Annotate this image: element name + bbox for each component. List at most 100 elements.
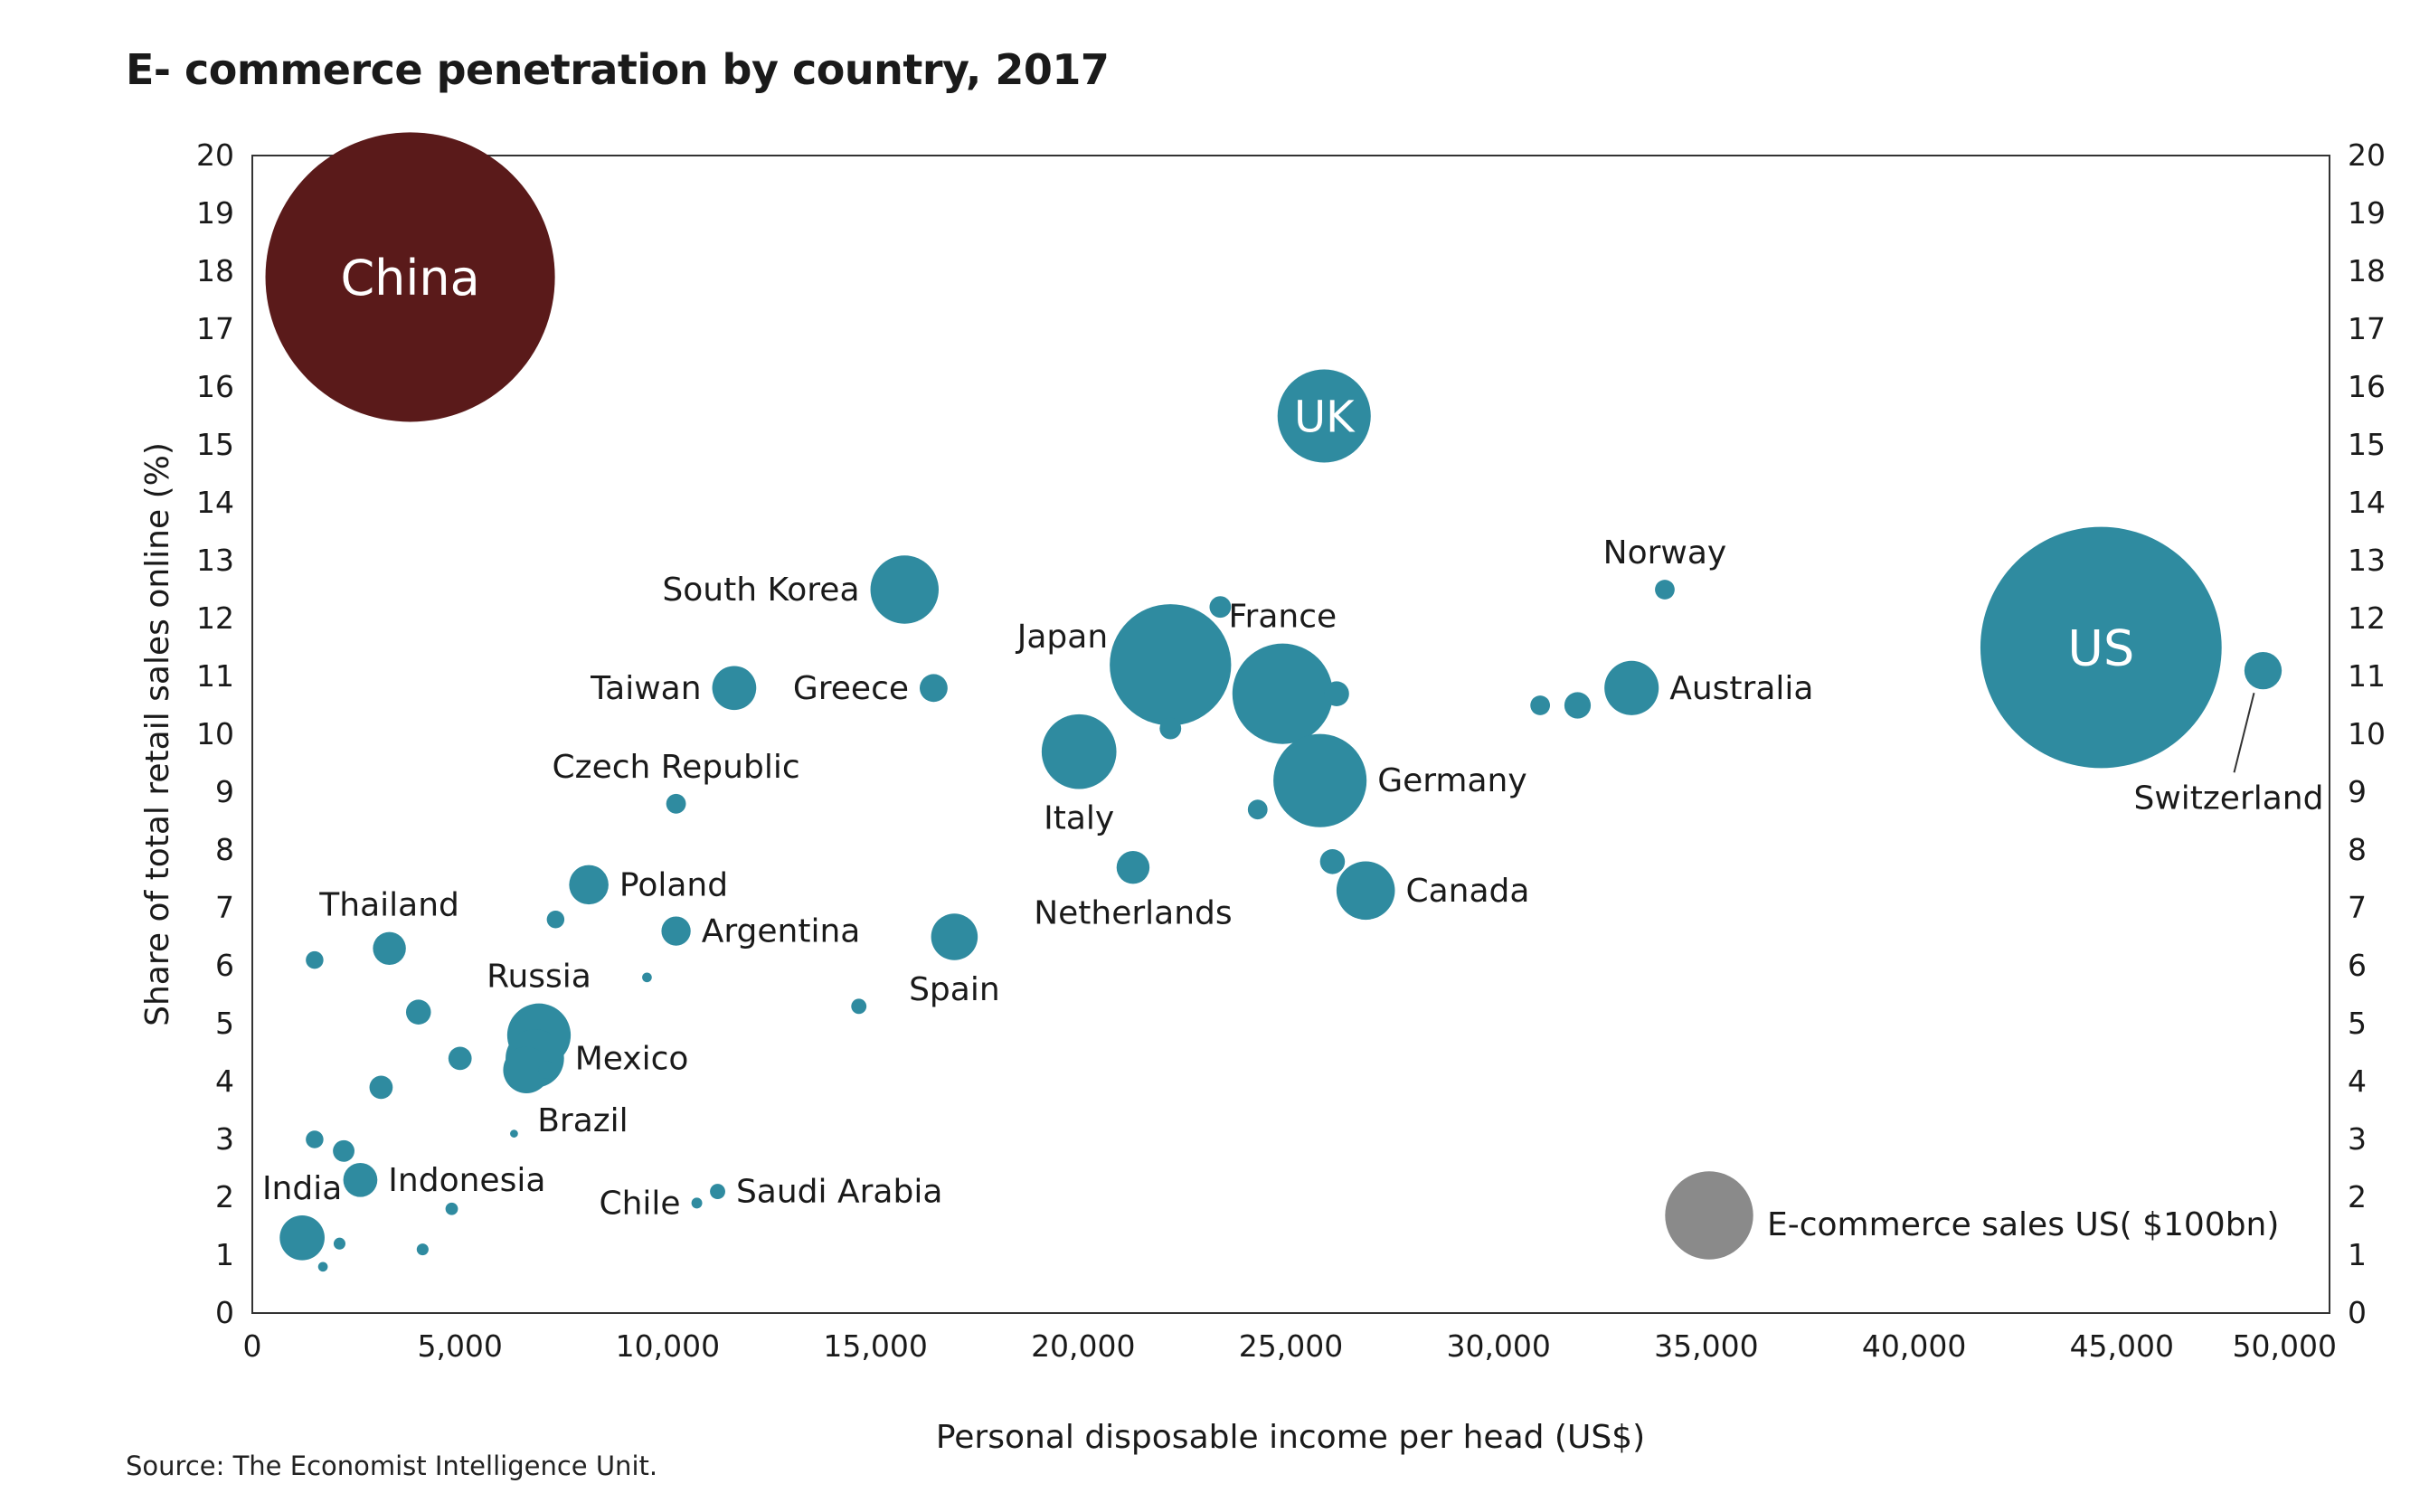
bubble-unlabeled xyxy=(317,1262,328,1272)
bubble-label-mexico: Mexico xyxy=(575,1040,689,1077)
bubble-italy xyxy=(1041,713,1117,789)
x-tick-label: 5,000 xyxy=(417,1328,502,1364)
bubble-japan xyxy=(1110,604,1232,726)
bubble-south-korea xyxy=(870,555,939,624)
x-tick-label: 35,000 xyxy=(1654,1328,1758,1364)
y-tick-label-right: 6 xyxy=(2348,948,2367,983)
bubble-label-uk: UK xyxy=(1294,392,1356,442)
leader-line-switzerland xyxy=(2233,693,2255,773)
y-tick-label-left: 13 xyxy=(196,543,234,578)
bubble-label-netherlands: Netherlands xyxy=(1034,894,1232,931)
bubble-unlabeled xyxy=(448,1046,472,1071)
bubble-label-south-korea: South Korea xyxy=(662,572,859,609)
y-tick-label-right: 1 xyxy=(2348,1237,2367,1272)
x-tick-label: 10,000 xyxy=(616,1328,720,1364)
y-tick-label-right: 20 xyxy=(2348,137,2386,173)
bubble-unlabeled xyxy=(1159,717,1182,740)
y-tick-label-left: 7 xyxy=(215,890,234,925)
bubble-us xyxy=(1980,526,2222,769)
y-tick-label-left: 14 xyxy=(196,485,234,520)
bubble-label-taiwan: Taiwan xyxy=(590,670,701,707)
y-tick-label-left: 1 xyxy=(215,1237,234,1272)
bubble-label-australia: Australia xyxy=(1669,670,1813,707)
legend-label: E-commerce sales US( $100bn) xyxy=(1767,1206,2279,1243)
bubble-label-saudi-arabia: Saudi Arabia xyxy=(736,1174,942,1211)
bubble-label-us: US xyxy=(2067,619,2134,676)
source-note: Source: The Economist Intelligence Unit. xyxy=(126,1451,658,1481)
chart-title: E- commerce penetration by country, 2017 xyxy=(126,45,1110,94)
y-tick-label-right: 8 xyxy=(2348,832,2367,867)
bubble-label-greece: Greece xyxy=(793,670,909,707)
bubble-unlabeled xyxy=(1324,681,1349,706)
bubble-labels: China UK US South Korea Taiwan Greece Japan Fra… xyxy=(262,250,2324,1223)
y-tick-label-left: 16 xyxy=(196,369,234,404)
bubble-germany xyxy=(1273,733,1367,827)
y-tick-label-right: 14 xyxy=(2348,485,2386,520)
bubble-unlabeled xyxy=(445,1202,458,1215)
bubble-greece xyxy=(920,674,948,703)
bubble-thailand xyxy=(373,931,406,966)
y-tick-label-right: 3 xyxy=(2348,1121,2367,1157)
bubble-brazil xyxy=(503,1046,550,1093)
bubble-label-brazil: Brazil xyxy=(537,1102,628,1139)
y-tick-label-right: 5 xyxy=(2348,1006,2367,1041)
y-tick-label-right: 15 xyxy=(2348,427,2386,462)
bubble-australia xyxy=(1604,660,1659,715)
x-axis: 0 5,000 10,000 15,000 20,000 25,000 30,000 35,0… xyxy=(243,1328,2338,1364)
y-tick-label-left: 4 xyxy=(215,1063,234,1099)
bubble-unlabeled xyxy=(1530,695,1551,715)
y-tick-label-right: 10 xyxy=(2348,716,2386,751)
y-tick-label-left: 5 xyxy=(215,1006,234,1041)
y-tick-label-right: 7 xyxy=(2348,890,2367,925)
bubble-label-czech-republic: Czech Republic xyxy=(553,749,800,786)
y-tick-label-left: 10 xyxy=(196,716,234,751)
bubble-saudi-arabia xyxy=(710,1184,725,1200)
bubble-unlabeled xyxy=(333,1237,346,1250)
y-axis-label: Share of total retail sales online (%) xyxy=(139,442,176,1026)
y-tick-label-left: 20 xyxy=(196,137,234,173)
y-tick-label-left: 19 xyxy=(196,195,234,231)
y-tick-label-left: 0 xyxy=(215,1295,234,1330)
y-tick-label-left: 12 xyxy=(196,600,234,636)
y-tick-label-left: 8 xyxy=(215,832,234,867)
y-tick-label-right: 18 xyxy=(2348,253,2386,288)
bubble-france xyxy=(1232,643,1333,744)
x-tick-label: 30,000 xyxy=(1446,1328,1550,1364)
bubble-india xyxy=(279,1214,325,1261)
bubble-argentina xyxy=(661,916,691,946)
bubble-unlabeled xyxy=(1319,849,1346,874)
bubble-unlabeled xyxy=(405,999,431,1025)
bubble-series xyxy=(265,132,2283,1272)
y-tick-label-right: 13 xyxy=(2348,543,2386,578)
bubble-norway xyxy=(1655,580,1675,600)
y-tick-label-right: 17 xyxy=(2348,311,2386,346)
y-tick-label-right: 0 xyxy=(2348,1295,2367,1330)
y-tick-label-left: 15 xyxy=(196,427,234,462)
legend: E-commerce sales US( $100bn) xyxy=(1665,1171,2279,1260)
bubble-unlabeled xyxy=(306,950,324,969)
x-tick-label: 40,000 xyxy=(1862,1328,1966,1364)
y-tick-label-left: 17 xyxy=(196,311,234,346)
bubble-unlabeled xyxy=(851,998,867,1015)
bubble-label-italy: Italy xyxy=(1044,800,1114,837)
bubble-unlabeled xyxy=(306,1130,324,1148)
x-tick-label: 50,000 xyxy=(2233,1328,2337,1364)
y-tick-label-right: 12 xyxy=(2348,600,2386,636)
y-tick-label-left: 3 xyxy=(215,1121,234,1157)
bubble-label-thailand: Thailand xyxy=(318,887,459,924)
y-tick-label-left: 9 xyxy=(215,774,234,809)
y-tick-label-right: 9 xyxy=(2348,774,2367,809)
bubble-unlabeled xyxy=(538,1061,556,1079)
x-tick-label: 45,000 xyxy=(2070,1328,2174,1364)
legend-bubble xyxy=(1665,1171,1753,1260)
bubble-switzerland xyxy=(2244,651,2283,690)
bubble-unlabeled xyxy=(369,1075,393,1100)
bubble-czech-republic xyxy=(666,793,686,814)
bubble-label-russia: Russia xyxy=(487,959,591,996)
y-tick-label-right: 11 xyxy=(2348,658,2386,694)
bubble-unlabeled xyxy=(510,1129,518,1138)
x-tick-label: 25,000 xyxy=(1239,1328,1343,1364)
bubble-label-canada: Canada xyxy=(1405,873,1529,910)
